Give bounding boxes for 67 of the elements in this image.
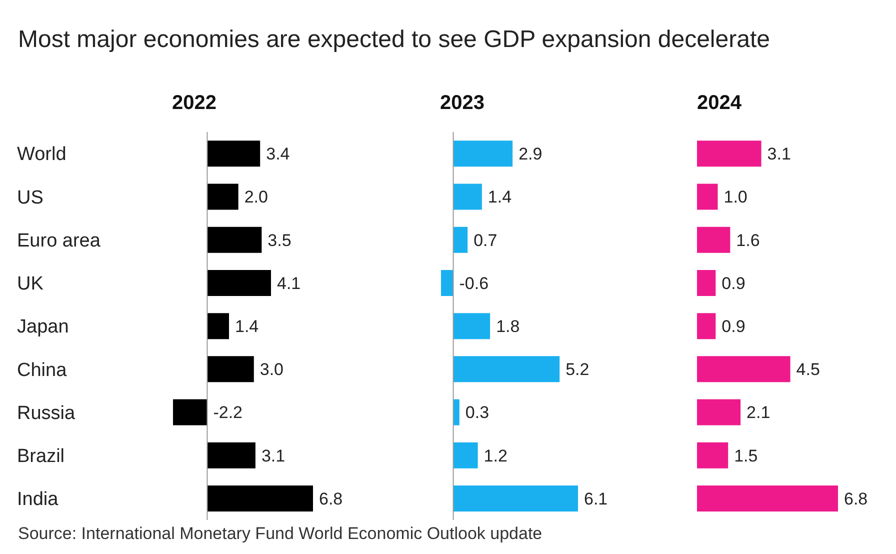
data-label: 3.0: [260, 360, 284, 380]
data-label: 3.5: [268, 230, 292, 250]
y-tick-label: World: [17, 144, 66, 166]
data-label: 6.8: [319, 489, 343, 508]
data-label: 1.4: [235, 317, 259, 336]
y-tick-label: Brazil: [17, 446, 65, 467]
bar: [697, 486, 838, 512]
bar: [697, 442, 728, 468]
bar: [697, 356, 790, 382]
bar: [453, 442, 478, 468]
bar: [453, 356, 560, 382]
bar: [207, 313, 229, 340]
data-label: 2.9: [518, 144, 542, 164]
data-label: 1.6: [736, 230, 760, 250]
data-label: 0.7: [474, 230, 498, 250]
bar: [453, 226, 468, 253]
bar: [207, 442, 256, 468]
source-note: Source: International Monetary Fund World Economic Outlook update: [18, 524, 542, 544]
bar: [207, 270, 271, 296]
data-label: 2.0: [244, 188, 268, 207]
data-label: -2.2: [213, 403, 243, 422]
data-label: 3.1: [261, 446, 286, 466]
y-tick-label: India: [17, 489, 59, 510]
chart-subtitle: 2023: [439, 92, 486, 116]
bar: [697, 313, 716, 340]
data-label: 6.1: [584, 489, 608, 508]
chart-subtitle: 2022: [171, 92, 218, 116]
bar: [207, 486, 313, 512]
bar: [453, 313, 490, 340]
text: Most major economies are expected to see GDP expansion decelerate: [18, 26, 770, 54]
bar: [207, 140, 260, 167]
bar: [453, 486, 578, 512]
y-tick-label: US: [17, 187, 44, 208]
y-tick-label: Russia: [17, 402, 76, 424]
bar: [453, 140, 513, 167]
bar: [173, 399, 208, 426]
bar: [207, 226, 262, 253]
chart-subtitle: 2024: [696, 92, 742, 116]
data-label: 1.2: [484, 446, 508, 466]
bar: [697, 270, 716, 296]
y-tick-label: UK: [17, 274, 44, 295]
data-label: 4.1: [277, 274, 301, 293]
data-label: 0.9: [722, 274, 746, 293]
bar: [453, 184, 482, 210]
data-label: 3.1: [767, 144, 791, 164]
y-tick-label: Japan: [17, 316, 69, 338]
data-label: -0.6: [459, 274, 489, 293]
data-label: 5.2: [566, 360, 590, 380]
y-tick-label: China: [17, 360, 68, 381]
data-label: 1.8: [496, 317, 520, 336]
data-label: 2.1: [746, 403, 770, 422]
data-label: 1.4: [488, 188, 512, 207]
y-tick-label: Euro area: [17, 230, 101, 252]
bar: [697, 399, 741, 426]
data-label: 0.3: [465, 403, 490, 422]
bar: [207, 184, 238, 210]
bar: [207, 356, 254, 382]
data-label: 4.5: [796, 360, 820, 380]
data-label: 3.4: [266, 144, 290, 164]
data-label: 0.9: [722, 317, 746, 336]
bar: [697, 226, 730, 253]
bar: [697, 184, 718, 210]
data-label: 1.0: [724, 188, 748, 207]
data-label: 1.5: [734, 446, 758, 466]
bar: [697, 140, 762, 167]
bar: [441, 270, 454, 296]
data-label: 6.8: [844, 489, 868, 508]
